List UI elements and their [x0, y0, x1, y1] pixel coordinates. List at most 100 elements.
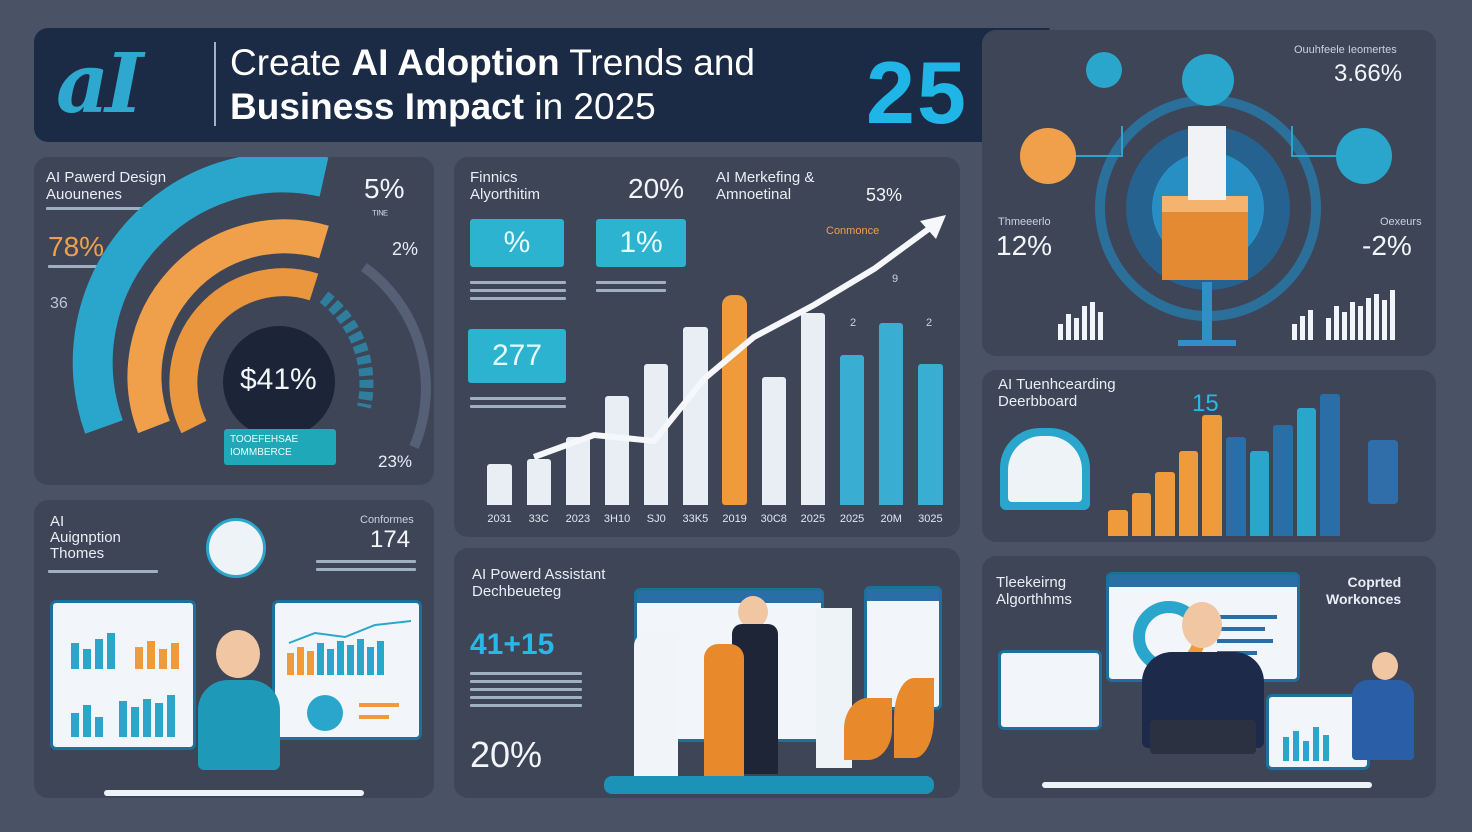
- person-head: [1372, 652, 1398, 680]
- person-head: [738, 596, 768, 628]
- text-lines: [48, 570, 158, 578]
- dashboard-stat: 15: [1192, 390, 1219, 417]
- finance-title: Finnics Alyorthitim: [470, 169, 541, 203]
- laptop: [1150, 720, 1256, 754]
- dashboard-bar: [1108, 510, 1128, 536]
- video-call-screen: [998, 650, 1102, 730]
- marketing-algo-title: Tleekeirng Algorthhms: [996, 574, 1072, 608]
- dashboard-bar: [1202, 415, 1222, 536]
- hub-label: Ouuhfeele Ieomertes: [1294, 44, 1397, 56]
- bar-label: 2: [850, 317, 857, 329]
- x-tick-label: SJ0: [646, 513, 666, 525]
- x-tick-label: 3025: [918, 513, 943, 525]
- chart-bar: [683, 327, 708, 505]
- text-lines: [316, 560, 416, 576]
- x-tick-label: 2023: [565, 513, 591, 525]
- floor-bar: [604, 776, 934, 794]
- person-body: [198, 680, 280, 770]
- avatar: [206, 518, 266, 578]
- x-tick-label: 2025: [839, 513, 865, 525]
- marketing-title: AI Merkefing & Amnoetinal: [716, 169, 815, 203]
- dashboard-bar: [1131, 493, 1152, 536]
- person-head: [1182, 602, 1222, 648]
- panel-title: AI Pawerd Design Auounenes: [46, 169, 167, 203]
- header-banner: aI Create AI Adoption Trends and Busines…: [34, 28, 1050, 142]
- text-lines: [470, 672, 582, 712]
- panel-dashboard: AI Tuenhcearding Deerbboard 15: [982, 370, 1436, 542]
- gauge-center-value: $41%: [240, 363, 317, 396]
- gauge-arc-orange: [127, 219, 329, 434]
- bar-label: 2: [926, 317, 933, 329]
- panel-marketing: Tleekeirng Algorthhms Coprted Workonces: [982, 556, 1436, 798]
- text-lines: [470, 397, 566, 413]
- metric-chip-1: %: [470, 219, 564, 267]
- x-tick-label: 33C: [528, 513, 549, 525]
- dashboard-bar: [1273, 425, 1293, 536]
- trend-arrow: [532, 215, 946, 460]
- ai-logo: aI: [56, 36, 143, 132]
- dashboard-bar: [1155, 472, 1175, 536]
- hub-stat-left: 12%: [996, 230, 1053, 261]
- floor-line: [104, 790, 364, 796]
- panel-finance-chart: Finnics Alyorthitim 20% AI Merkefing & A…: [454, 157, 960, 537]
- x-axis-labels: 2031 33C 2023 3H10 SJ0 33K5 2019 30C8 2025 2025 20…: [480, 513, 950, 529]
- chart-caption: Conmonce: [826, 225, 880, 237]
- desk-line: [1042, 782, 1372, 788]
- gauge-button[interactable]: TOOEFEHSAE IOMMBERCE: [224, 429, 336, 465]
- dashboard-bar: [1178, 450, 1199, 536]
- assistant-stat: 41+15: [470, 628, 555, 661]
- page-title-line2: Business Impact in 2025: [230, 86, 656, 127]
- hub-stat-top: 3.66%: [1334, 60, 1403, 87]
- x-tick-label: 2025: [800, 513, 826, 525]
- plant-leaf: [844, 698, 892, 760]
- gauge-outer-ring: [361, 262, 431, 449]
- dashboard-bar-chart: [1106, 394, 1342, 536]
- hub-illustration: [1020, 52, 1395, 346]
- plant-leaf: [894, 678, 934, 758]
- chart-bar: [526, 459, 551, 505]
- page-title-line1: Create AI Adoption Trends and: [230, 42, 755, 83]
- gauge-arc-blue: [72, 157, 329, 434]
- chart-bar: [800, 313, 826, 505]
- finance-stat: 20%: [628, 173, 685, 204]
- title-divider: [214, 42, 216, 126]
- person-body-orange: [704, 644, 744, 784]
- x-tick-label: 2031: [487, 513, 512, 525]
- metric-chip-3: 277: [468, 329, 566, 383]
- text-lines: [48, 265, 118, 273]
- hub-label-right: Oexeurs: [1380, 216, 1422, 228]
- chart-bar: [879, 322, 904, 505]
- x-tick-label: 3H10: [603, 513, 631, 525]
- chart-bar: [565, 436, 591, 505]
- robot-icon: [1368, 440, 1398, 504]
- person-body-blue: [1352, 680, 1414, 760]
- stat-mid-right: 2%: [392, 239, 419, 259]
- marketing-algo-label: Coprted Workonces: [1326, 574, 1402, 607]
- bar-label: 9: [892, 273, 899, 285]
- panel-assistant: AI Powerd Assistant Dechbeueteg 41+15 20…: [454, 548, 960, 798]
- marketing-stat: 53%: [866, 185, 903, 205]
- chart-bar: [839, 354, 865, 505]
- hub-stat-right: -2%: [1362, 230, 1412, 261]
- stat-top-right: 5%: [364, 173, 405, 204]
- gauge-center: [223, 326, 335, 438]
- text-lines: [470, 281, 566, 305]
- panel-adoption: AI Auignption Thomes Conformes 174: [34, 500, 434, 798]
- assistant-title: AI Powerd Assistant Dechbeueteg: [472, 566, 606, 600]
- stat-left: 78%: [48, 231, 105, 262]
- x-tick-label: 30C8: [760, 513, 787, 525]
- gauge-ticks: [319, 291, 374, 409]
- panel-tech-hub: Ouuhfeele Ieomertes 3.66% Thmeeerlo 12% …: [982, 30, 1436, 356]
- text-lines: [46, 207, 146, 215]
- year-badge: 25: [866, 43, 968, 142]
- hub-label-left: Thmeeerlo: [998, 216, 1051, 228]
- person-head: [216, 630, 260, 678]
- x-tick-label: 20M: [880, 513, 902, 525]
- x-tick-label: 2019: [722, 513, 747, 525]
- report-screen-left: [50, 600, 196, 750]
- adoption-label: Conformes: [360, 514, 414, 526]
- stat-left-small: 36: [50, 295, 68, 312]
- dashboard-bar: [1226, 436, 1246, 536]
- report-screen-right: [272, 600, 422, 740]
- x-tick-label: 33K5: [682, 513, 709, 525]
